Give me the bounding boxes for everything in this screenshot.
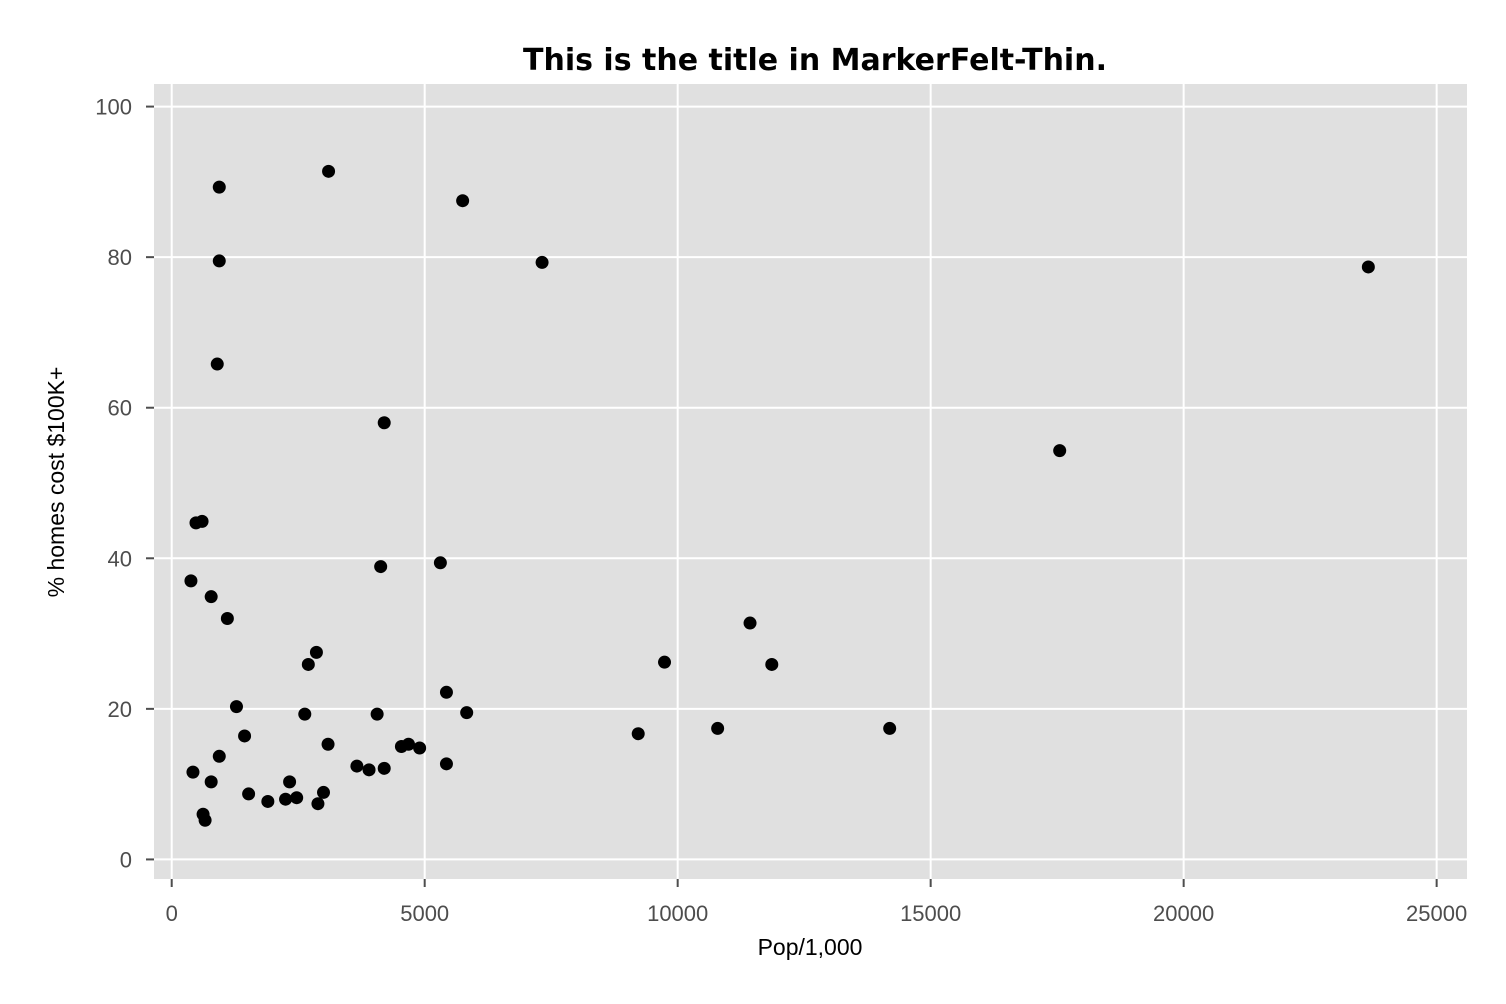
data-point xyxy=(212,749,226,763)
data-point xyxy=(377,761,391,775)
data-point xyxy=(402,737,416,751)
data-point xyxy=(309,645,323,659)
data-point xyxy=(283,775,297,789)
x-axis-label: Pop/1,000 xyxy=(758,934,863,960)
data-point xyxy=(658,655,672,669)
data-point xyxy=(184,574,198,588)
y-tick-label: 0 xyxy=(120,847,132,872)
data-point xyxy=(210,357,224,371)
data-point xyxy=(301,657,315,671)
data-point xyxy=(439,685,453,699)
data-point xyxy=(311,797,325,811)
data-point xyxy=(204,590,218,604)
x-tick-label: 0 xyxy=(166,901,178,926)
data-point xyxy=(413,741,427,755)
data-point xyxy=(370,707,384,721)
x-tick-label: 5000 xyxy=(400,901,449,926)
y-axis-label: % homes cost $100K+ xyxy=(43,367,69,598)
data-point xyxy=(535,255,549,269)
data-point xyxy=(433,556,447,570)
data-point xyxy=(362,763,376,777)
data-point xyxy=(711,721,725,735)
x-tick-label: 15000 xyxy=(900,901,961,926)
data-point xyxy=(883,721,897,735)
data-point xyxy=(1361,260,1375,274)
x-tick-label: 20000 xyxy=(1153,901,1214,926)
data-point xyxy=(350,759,364,773)
data-point xyxy=(460,706,474,720)
data-point xyxy=(439,757,453,771)
data-point xyxy=(317,785,331,799)
data-point xyxy=(229,700,243,714)
x-axis: 0 5000 10000 15000 20000 25000 xyxy=(166,879,1467,926)
data-point xyxy=(456,194,470,208)
data-point xyxy=(186,765,200,779)
data-point xyxy=(631,727,645,741)
data-point xyxy=(242,787,256,801)
y-tick-label: 20 xyxy=(108,697,132,722)
data-point xyxy=(765,657,779,671)
plot-panel xyxy=(154,84,1467,879)
data-point xyxy=(374,560,388,574)
data-point xyxy=(743,616,757,630)
data-point xyxy=(279,792,293,806)
data-point xyxy=(321,737,335,751)
data-point xyxy=(322,164,336,178)
y-tick-label: 80 xyxy=(108,245,132,270)
y-tick-label: 100 xyxy=(95,95,132,120)
data-point xyxy=(1053,444,1067,458)
data-point xyxy=(220,612,234,626)
data-points xyxy=(184,164,1375,827)
data-point xyxy=(212,254,226,268)
data-point xyxy=(212,180,226,194)
gridlines xyxy=(154,84,1467,879)
data-point xyxy=(204,775,218,789)
x-tick-label: 10000 xyxy=(647,901,708,926)
chart-title: This is the title in MarkerFelt-Thin. xyxy=(523,43,1107,78)
y-tick-label: 60 xyxy=(108,396,132,421)
y-tick-label: 40 xyxy=(108,546,132,571)
data-point xyxy=(238,729,252,743)
x-tick-label: 25000 xyxy=(1406,901,1467,926)
data-point xyxy=(290,791,304,805)
data-point xyxy=(377,416,391,430)
data-point xyxy=(195,514,209,528)
data-point xyxy=(298,707,312,721)
data-point xyxy=(261,794,275,808)
y-axis: 0 20 40 60 80 100 xyxy=(95,95,154,872)
data-point xyxy=(198,813,212,827)
